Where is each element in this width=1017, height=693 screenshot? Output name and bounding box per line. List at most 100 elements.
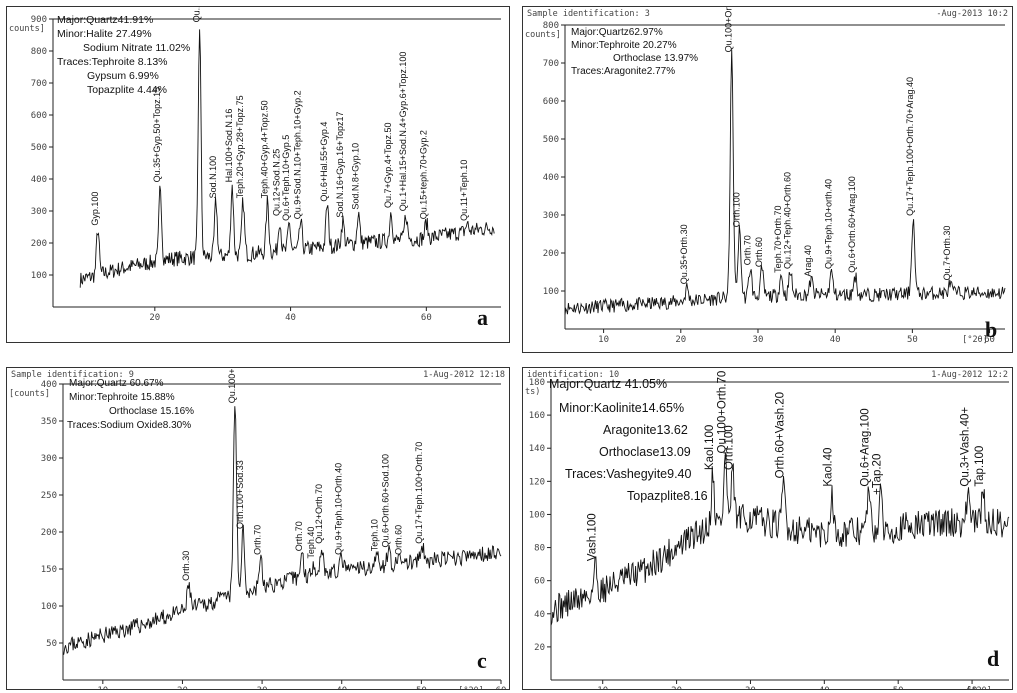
composition-line: Orthoclase 15.16% bbox=[109, 406, 194, 417]
peak-label: Orth.70 bbox=[742, 235, 752, 265]
y-tick-label: 300 bbox=[41, 454, 57, 464]
y-tick-label: 60 bbox=[534, 577, 545, 587]
panel-c: Sample identification: 9 1-Aug-2012 12:18… bbox=[6, 367, 510, 690]
composition-line: Major:Quartz62.97% bbox=[571, 27, 663, 38]
x-tick-label: 50 bbox=[416, 686, 427, 689]
x-tick-label: 10 bbox=[598, 335, 609, 345]
x-tick-label: 40 bbox=[336, 686, 347, 689]
peak-label: Qu.3+Vash.40+ bbox=[959, 407, 971, 487]
x-tick-label: 40 bbox=[819, 686, 830, 689]
y-tick-label: 250 bbox=[41, 491, 57, 501]
peak-label: Orth.70 bbox=[252, 525, 262, 555]
peak-label: Qu.100+Orth.70 bbox=[724, 7, 734, 52]
x-tick-label: 40 bbox=[285, 313, 296, 323]
peak-label: Qu.35+Gyp.50+Topz.15 bbox=[152, 87, 162, 183]
peak-label: Qu.17+Teph.100+Orth.70 bbox=[414, 442, 424, 544]
peak-label: Orth.100 bbox=[731, 192, 741, 227]
peak-label: Qu.6+Orth.60+Arag.100 bbox=[847, 176, 857, 273]
peak-label: Kaol.40 bbox=[823, 448, 835, 487]
y-tick-label: 50 bbox=[46, 639, 57, 649]
composition-line: Minor:Tephroite 15.88% bbox=[69, 392, 175, 403]
y-tick-label: 100 bbox=[31, 271, 47, 281]
y-unit-label: counts] bbox=[525, 30, 561, 40]
x-tick-label: 20 bbox=[675, 335, 686, 345]
peak-label: Qu.11+Teph.10 bbox=[459, 160, 469, 221]
x-unit-label: [°2θ] bbox=[966, 686, 992, 689]
y-tick-label: 400 bbox=[41, 380, 57, 390]
peak-label: +Tap.20 bbox=[871, 454, 883, 495]
y-tick-label: 100 bbox=[543, 287, 559, 297]
peak-label: Teph.10 bbox=[370, 519, 380, 551]
peak-label: Qu.100+Orth.70 bbox=[716, 371, 728, 454]
composition-line: Traces:Aragonite2.77% bbox=[571, 66, 675, 77]
y-tick-label: 800 bbox=[31, 47, 47, 57]
x-tick-label: 50 bbox=[907, 335, 918, 345]
x-tick-label: 60 bbox=[984, 335, 995, 345]
x-tick-label: 20 bbox=[177, 686, 188, 689]
peak-label: Qu.7+Gyp.4+Topz.50 bbox=[383, 122, 393, 208]
composition-line: Traces:Tephroite 8.13% bbox=[57, 56, 168, 68]
header-date: 1-Aug-2012 12:2 bbox=[931, 370, 1008, 380]
x-tick-label: 30 bbox=[257, 686, 268, 689]
x-tick-label: 20 bbox=[149, 313, 160, 323]
peak-label: Qu.9+Sod.N.10+Teph.10+Gyp.2 bbox=[293, 90, 303, 219]
panel-d: identification: 10 1-Aug-2012 12:2 20 40 60 8… bbox=[522, 367, 1013, 690]
y-tick-label: 140 bbox=[529, 444, 545, 454]
y-tick-label: 100 bbox=[41, 602, 57, 612]
composition-line: Minor:Kaolinite14.65% bbox=[559, 401, 684, 415]
header-title: Sample identification: 9 bbox=[11, 370, 134, 380]
y-tick-label: 500 bbox=[31, 143, 47, 153]
composition-line: Traces:Vashegyite9.40 bbox=[565, 467, 692, 481]
xrd-chart-d: identification: 10 1-Aug-2012 12:2 20 40 60 8… bbox=[525, 370, 1010, 689]
y-tick-label: 900 bbox=[31, 15, 47, 25]
composition-line: Minor:Tephroite 20.27% bbox=[571, 40, 677, 51]
y-tick-label: 500 bbox=[543, 135, 559, 145]
header-date: -Aug-2013 10:2 bbox=[936, 9, 1008, 19]
y-tick-label: 150 bbox=[41, 565, 57, 575]
peak-label: Orth.60 bbox=[754, 237, 764, 267]
composition-line: Gypsum 6.99% bbox=[87, 70, 159, 82]
composition-line: Aragonite13.62 bbox=[603, 423, 688, 437]
x-tick-label: 30 bbox=[753, 335, 764, 345]
panel-letter: c bbox=[477, 648, 487, 673]
composition-line: Sodium Nitrate 11.02% bbox=[83, 42, 190, 54]
y-tick-label: 300 bbox=[31, 207, 47, 217]
diffraction-trace bbox=[550, 452, 1010, 626]
peak-label: Teph.40 bbox=[306, 527, 316, 559]
y-tick-label: 120 bbox=[529, 477, 545, 487]
x-tick-label: 60 bbox=[967, 686, 978, 689]
peak-label: Qu.1+Hal.15+Sod.N.4+Gyp.6+Topz.100 bbox=[398, 52, 408, 212]
peak-label: Kaol.100 bbox=[704, 425, 716, 470]
panel-a: 100 200 300 400 500 600 700 800 900 counts] 20 40 60… bbox=[6, 6, 510, 343]
composition-line: Major:Quartz41.91% bbox=[57, 14, 153, 26]
header-date: 1-Aug-2012 12:18 bbox=[423, 370, 505, 380]
y-tick-label: 40 bbox=[534, 610, 545, 620]
composition-line: Orthoclase 13.97% bbox=[613, 53, 698, 64]
peak-label: Orth.60+Vash.20 bbox=[775, 392, 787, 478]
y-tick-label: 200 bbox=[543, 249, 559, 259]
peak-label: Arag.40 bbox=[803, 245, 813, 277]
y-tick-label: 800 bbox=[543, 21, 559, 31]
peak-label: Teph.40+Gyp.4+Topz.50 bbox=[259, 100, 269, 198]
panel-letter: b bbox=[985, 317, 997, 342]
composition-line: Major:Quartz 60.67% bbox=[69, 378, 164, 389]
x-tick-label: 60 bbox=[421, 313, 432, 323]
x-tick-label: 10 bbox=[597, 686, 608, 689]
peak-label: Orth.30 bbox=[181, 551, 191, 581]
y-tick-label: 400 bbox=[543, 173, 559, 183]
peak-label: Qu.9+Teph.10+orth.40 bbox=[823, 179, 833, 269]
diffraction-trace bbox=[62, 406, 502, 656]
peak-label: Teph.20+Gyp.28+Topz.75 bbox=[235, 95, 245, 198]
peak-label: Qu.6+Hal.55+Gyp.4 bbox=[319, 122, 329, 202]
y-tick-label: 700 bbox=[31, 79, 47, 89]
composition-line: Topazplite 4.44% bbox=[87, 84, 167, 96]
composition-line: Orthoclase13.09 bbox=[599, 445, 691, 459]
peak-label: Qu.9+Teph.10+Orth.40 bbox=[334, 463, 344, 555]
peak-label: Qu.100 bbox=[192, 7, 202, 22]
y-tick-label: 400 bbox=[31, 175, 47, 185]
peak-label: Qu.6+Teph.10+Gyp.5 bbox=[281, 135, 291, 221]
peak-label: Qu.12+Teph.40+Orth.60 bbox=[782, 172, 792, 269]
peak-label: Qu.6+Orth.60+Sod.100 bbox=[381, 454, 391, 548]
peak-label: Orth.100+Sod.33 bbox=[235, 460, 245, 529]
